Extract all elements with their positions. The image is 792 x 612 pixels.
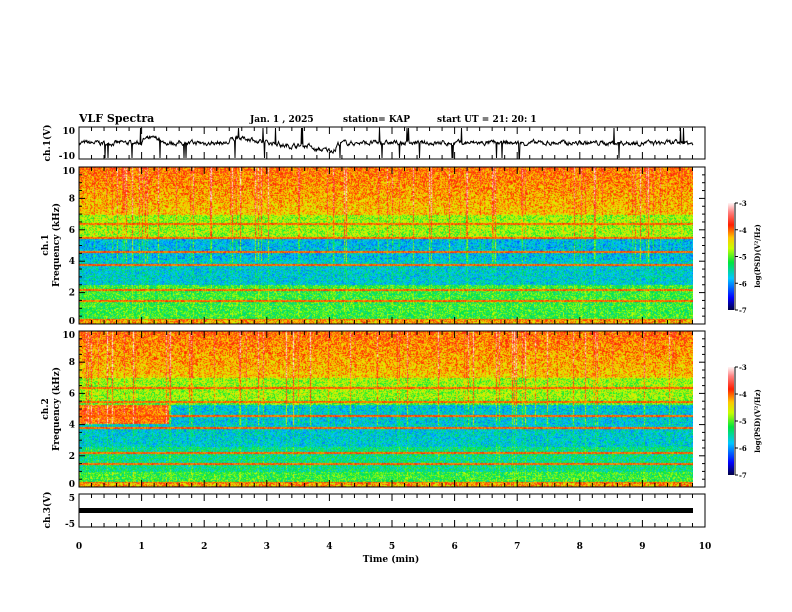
x-tick-label: 2 bbox=[201, 542, 207, 552]
x-tick-label: 1 bbox=[138, 542, 144, 552]
x-tick-label: 3 bbox=[264, 542, 270, 552]
ch1-spec-ylabel-2: Frequency (kHz) bbox=[51, 203, 62, 287]
y-tick-label: 4 bbox=[69, 257, 75, 267]
ch3-ylabel: ch.3(V) bbox=[42, 492, 53, 529]
y-tick-label: 10 bbox=[62, 331, 75, 341]
x-tick-label: 4 bbox=[326, 542, 332, 552]
colorbar-tick-label: -3 bbox=[739, 363, 747, 372]
colorbar-tick-label: -3 bbox=[739, 199, 747, 208]
ch3-signal bbox=[79, 508, 693, 513]
colorbar-tick-label: -4 bbox=[739, 390, 747, 399]
y-tick-label: -10 bbox=[59, 152, 75, 162]
ch2-spec-ylabel-1: ch.2 bbox=[41, 398, 51, 419]
y-tick-label: 10 bbox=[62, 167, 75, 177]
x-tick-label: 7 bbox=[514, 542, 520, 552]
panel-frame bbox=[78, 166, 706, 325]
ch2-colorbar-label: log(PSD)(V²/Hz) bbox=[753, 389, 762, 453]
y-tick-label: 6 bbox=[69, 226, 75, 236]
figure-title: VLF Spectra bbox=[78, 112, 154, 125]
x-tick-label: 5 bbox=[389, 542, 395, 552]
ch1-waveform bbox=[78, 127, 694, 159]
y-tick-label: 5 bbox=[69, 494, 75, 504]
colorbar-tick-label: -5 bbox=[739, 253, 747, 262]
x-tick-label: 0 bbox=[76, 542, 82, 552]
x-tick-label: 10 bbox=[699, 542, 712, 552]
start-time-label: start UT = 21: 20: 1 bbox=[437, 115, 537, 125]
date-label: Jan. 1 , 2025 bbox=[249, 115, 314, 125]
colorbar-tick-label: -7 bbox=[739, 306, 747, 315]
y-tick-label: 8 bbox=[69, 194, 75, 204]
panel-frame bbox=[78, 330, 706, 488]
ch1-colorbar bbox=[728, 203, 734, 310]
x-tick-label: 8 bbox=[577, 542, 583, 552]
station-label: station= KAP bbox=[343, 115, 410, 125]
colorbar-tick-label: -7 bbox=[739, 471, 747, 480]
y-tick-label: 10 bbox=[62, 127, 75, 137]
colorbar-tick-label: -4 bbox=[739, 226, 747, 235]
y-tick-label: 8 bbox=[69, 358, 75, 368]
ch1-spectrogram bbox=[79, 167, 693, 324]
y-tick-label: 0 bbox=[69, 317, 75, 327]
x-axis-label: Time (min) bbox=[363, 554, 420, 565]
colorbar-tick-label: -6 bbox=[739, 444, 747, 453]
y-tick-label: 2 bbox=[69, 289, 75, 299]
ch1-ylabel: ch.1(V) bbox=[42, 125, 53, 162]
ch1-colorbar-label: log(PSD)(V²/Hz) bbox=[753, 224, 762, 288]
ch2-spec-ylabel-2: Frequency (kHz) bbox=[51, 367, 62, 451]
x-tick-label: 9 bbox=[639, 542, 645, 552]
y-tick-label: -5 bbox=[65, 520, 75, 530]
y-tick-label: 2 bbox=[69, 452, 75, 462]
y-tick-label: 6 bbox=[69, 389, 75, 399]
y-tick-label: 4 bbox=[69, 421, 75, 431]
x-tick-label: 6 bbox=[451, 542, 457, 552]
colorbar-tick-label: -5 bbox=[739, 417, 747, 426]
y-tick-label: 0 bbox=[69, 480, 75, 490]
colorbar-tick-label: -6 bbox=[739, 279, 747, 288]
ch2-colorbar bbox=[728, 367, 734, 475]
ch1-spec-ylabel-1: ch.1 bbox=[41, 234, 51, 255]
ch2-spectrogram bbox=[79, 331, 693, 487]
